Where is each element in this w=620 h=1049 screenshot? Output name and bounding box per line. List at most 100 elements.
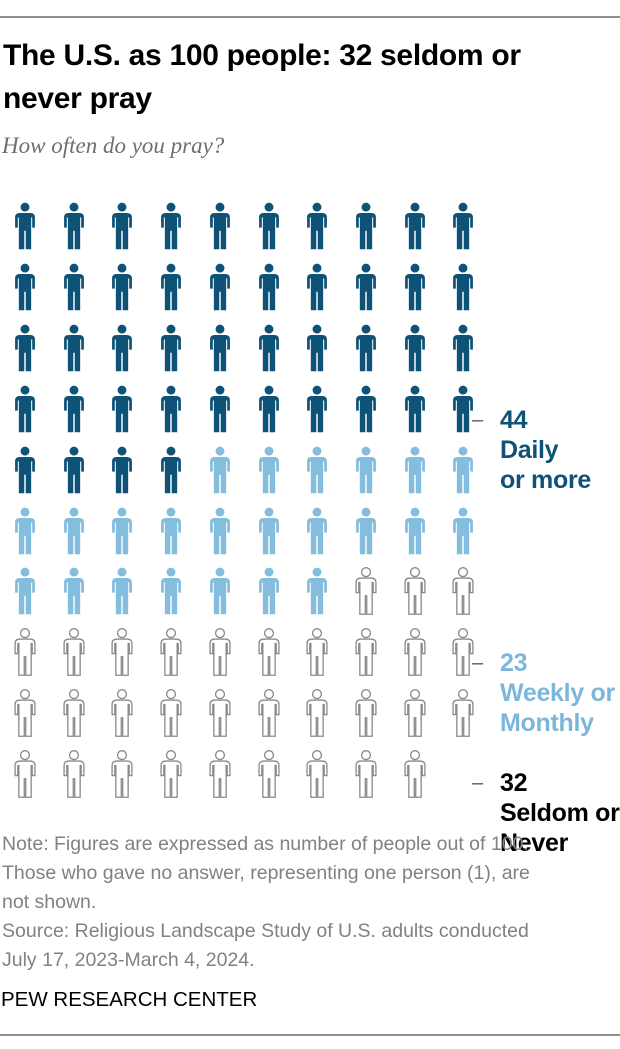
label-seldom-value: 32 <box>500 769 528 797</box>
person-icon <box>306 689 328 738</box>
person-icon <box>306 628 328 677</box>
person-icon <box>15 324 35 372</box>
person-icon <box>404 567 426 616</box>
label-daily-text-1: Daily <box>500 436 559 464</box>
person-icon <box>112 324 133 372</box>
label-weekly-text-2: Monthly <box>500 709 594 737</box>
person-icon <box>355 567 377 616</box>
person-icon <box>63 385 84 432</box>
person-icon <box>355 385 376 432</box>
person-icon <box>257 689 280 738</box>
person-icon <box>306 750 328 799</box>
person-icon <box>161 385 182 432</box>
person-icon <box>111 750 133 799</box>
person-icon <box>161 568 182 615</box>
title-line-2: never pray <box>3 82 152 115</box>
person-icon <box>63 628 85 677</box>
label-tick-icon: – <box>472 772 483 794</box>
person-icon <box>355 202 376 250</box>
person-icon <box>307 446 328 493</box>
person-icon <box>355 689 377 738</box>
person-icon <box>453 263 474 311</box>
person-icon <box>258 446 279 493</box>
person-icon <box>404 628 426 677</box>
bottom-divider <box>0 1034 620 1036</box>
chart-title: The U.S. as 100 people: 32 seldom or nev… <box>3 34 617 120</box>
label-tick-icon: – <box>472 652 483 674</box>
person-icon <box>209 568 230 615</box>
person-icon <box>404 750 426 799</box>
person-icon <box>161 324 182 372</box>
person-icon <box>112 385 133 432</box>
person-icon <box>258 568 279 615</box>
person-icon <box>209 628 231 677</box>
person-icon <box>355 628 377 677</box>
person-icon <box>404 446 425 493</box>
person-icon <box>111 689 133 738</box>
person-icon <box>161 202 182 250</box>
person-icon <box>112 263 133 311</box>
source-line-2: July 17, 2023-March 4, 2024. <box>2 949 255 971</box>
person-icon <box>63 446 84 493</box>
person-icon <box>15 507 35 554</box>
top-divider <box>0 16 620 18</box>
person-icon <box>404 324 425 372</box>
person-icon <box>404 263 425 311</box>
label-daily-or-more: – 44 Daily or more <box>472 405 620 495</box>
pew-research-center-wordmark: PEW RESEARCH CENTER <box>1 988 258 1011</box>
person-icon <box>160 689 182 738</box>
person-icon <box>63 689 85 738</box>
person-icon <box>258 202 279 250</box>
label-weekly-text-1: Weekly or <box>500 679 615 707</box>
person-icon <box>63 568 84 615</box>
person-icon <box>452 567 474 616</box>
person-icon <box>160 750 182 799</box>
person-icon <box>307 385 328 432</box>
person-icon <box>15 446 35 493</box>
person-icon <box>209 385 230 432</box>
person-icon <box>307 263 328 311</box>
label-daily-text-2: or more <box>500 466 591 494</box>
person-icon <box>258 324 279 372</box>
person-icon <box>63 324 84 372</box>
person-icon <box>209 202 230 250</box>
person-icon <box>160 628 182 677</box>
person-icon <box>15 202 35 250</box>
person-icon <box>355 507 376 554</box>
chart-subtitle: How often do you pray? <box>2 133 225 158</box>
person-icon <box>209 750 231 799</box>
note-line-2: Those who gave no answer, representing o… <box>2 862 530 884</box>
label-tick-icon: – <box>472 409 483 431</box>
person-icon <box>209 507 230 554</box>
pictogram-chart: – 44 Daily or more – 23 Weekly or Monthl… <box>0 202 620 857</box>
person-icon <box>209 446 230 493</box>
person-icon <box>15 568 35 615</box>
person-icon <box>257 750 280 799</box>
person-icon <box>63 507 84 554</box>
person-icon <box>355 263 376 311</box>
label-weekly-value: 23 <box>500 649 528 677</box>
person-icon <box>112 507 133 554</box>
chart-footnote: Note: Figures are expressed as number of… <box>2 830 618 975</box>
person-icon <box>161 507 182 554</box>
person-icon <box>161 446 182 493</box>
person-icon <box>63 263 84 311</box>
person-icon <box>404 202 425 250</box>
person-icon <box>161 263 182 311</box>
person-icon <box>307 507 328 554</box>
person-icon <box>209 324 230 372</box>
person-icon <box>307 568 328 615</box>
label-seldom-text-1: Seldom or <box>500 799 620 827</box>
person-icon <box>307 324 328 372</box>
person-icon <box>63 750 85 799</box>
label-seldom-or-never: – 32 Seldom or Never <box>472 768 620 858</box>
person-icon <box>15 385 35 432</box>
person-icon <box>355 750 377 799</box>
label-weekly-or-monthly: – 23 Weekly or Monthly <box>472 648 620 738</box>
label-seldom-text-2: Never <box>500 829 568 857</box>
person-icon <box>453 202 474 250</box>
person-icon <box>404 689 426 738</box>
person-icon <box>355 324 376 372</box>
source-line-1: Source: Religious Landscape Study of U.S… <box>2 920 529 942</box>
